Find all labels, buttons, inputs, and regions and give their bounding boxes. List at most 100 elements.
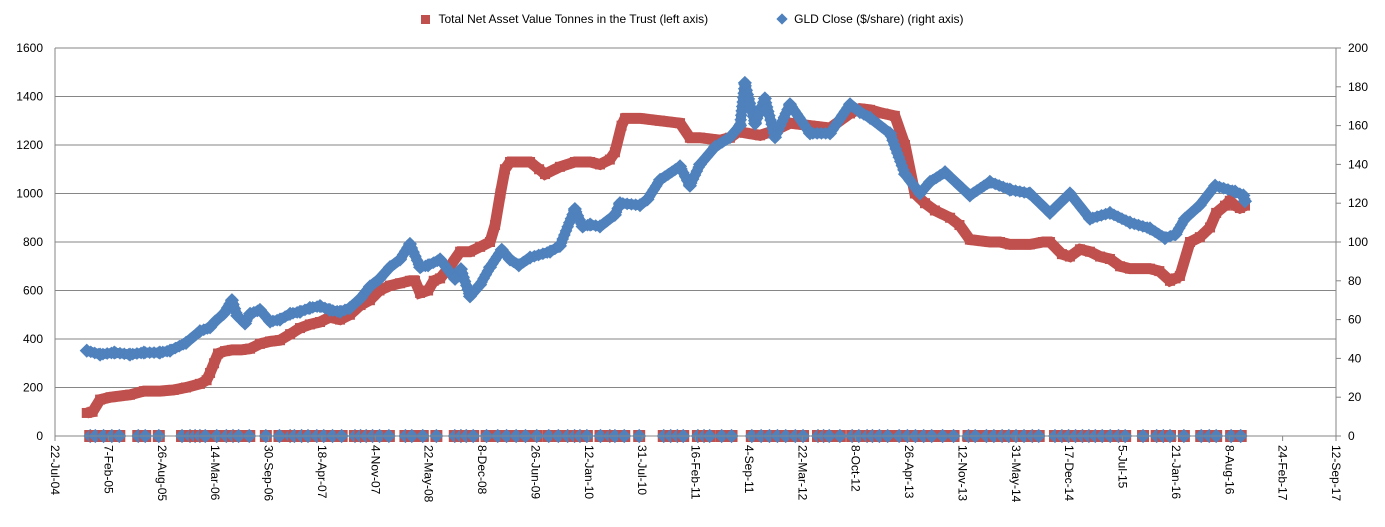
tonnes-point [1115,261,1126,272]
y-left-tick-label: 400 [23,332,43,346]
tonnes-point [845,108,856,119]
gld-point [737,75,752,90]
tonnes-point [245,343,256,354]
tonnes-point [254,338,265,349]
tonnes-point [945,212,956,223]
gld-point [583,217,598,232]
gld-point [923,174,938,189]
tonnes-point [920,198,931,209]
series-gld [79,75,1253,362]
x-tick-label: 22-Mar-12 [795,445,809,501]
gld-point [567,201,582,217]
gld-point [612,196,628,211]
x-tick-label: 22-May-08 [422,445,436,503]
gld-point [607,207,622,222]
tonnes-point [464,246,475,257]
y-left-tick-label: 800 [23,235,43,249]
tonnes-point [1224,195,1235,206]
tonnes-point [1084,246,1095,257]
x-tick-label: 26-Apr-13 [902,445,916,499]
gld-point [230,308,245,323]
tonnes-point [455,246,466,257]
gld-point [640,192,655,207]
tonnes-point [1064,251,1075,262]
legend-item-tonnes[interactable]: Total Net Asset Value Tonnes in the Trus… [421,12,708,26]
tonnes-point [585,156,596,167]
tonnes-point [1095,251,1106,262]
gld-point [136,345,151,360]
tonnes-point [865,104,876,115]
tonnes-point [1165,275,1176,286]
tonnes-point [889,110,900,121]
gld-point [263,314,278,329]
legend: Total Net Asset Value Tonnes in the Trus… [0,12,1385,26]
tonnes-point [609,147,620,158]
tonnes-point [594,159,605,170]
x-tick-label: 17-Dec-14 [1062,445,1076,501]
gld-point [372,271,387,286]
gld-point [79,343,94,358]
x-tick-label: 24-Feb-17 [1276,445,1290,501]
gld-point [421,258,436,273]
y-right-tick-label: 180 [1348,80,1368,94]
gld-point [552,238,567,253]
gld-point [362,279,377,294]
gld-point [842,97,858,112]
gld-point [1122,215,1138,230]
x-tick-label: 8-Aug-16 [1222,445,1236,495]
tonnes-point [505,156,516,167]
tonnes-point [124,389,135,400]
x-tick-label: 16-Feb-11 [689,445,703,500]
gld-point [342,300,357,316]
tonnes-point [634,113,645,124]
zero-value-markers [83,428,1248,444]
gld-point [522,250,538,265]
legend-label-gld: GLD Close ($/share) (right axis) [794,12,964,26]
y-left-tick-label: 1600 [16,41,43,55]
gld-point [1102,205,1118,220]
x-tick-label: 31-Jul-10 [635,445,649,495]
gld-point [1237,194,1253,209]
gridlines [55,47,1336,437]
tonnes-point [1004,239,1015,250]
gld-point [283,306,298,321]
gld-point [962,188,977,203]
tonnes-point [620,113,631,124]
tonnes-point [1194,232,1205,243]
gld-point [937,165,953,180]
tonnes-point [485,237,496,247]
square-marker-icon [421,14,431,24]
gld-point [511,258,526,273]
tonnes-point [324,312,335,323]
gld-point [912,186,928,201]
tonnes-point [201,375,212,386]
series-tonnes [81,102,1250,419]
gld-point [453,262,468,277]
legend-item-gld[interactable]: GLD Close ($/share) (right axis) [776,12,964,26]
y-left-tick-label: 1000 [16,187,43,201]
tonnes-point [364,295,375,306]
tonnes-point [138,386,149,397]
gld-point [592,219,608,234]
gld-point [747,116,763,131]
tonnes-point [205,367,216,378]
tonnes-point [495,188,506,199]
tonnes-point [878,108,889,119]
tonnes-point [1185,237,1196,247]
tonnes-point [395,278,406,289]
tonnes-point [423,285,434,296]
tonnes-point [315,317,326,328]
gld-point [392,252,408,267]
tonnes-point [274,335,285,346]
gld-point [672,159,688,174]
tonnes-point [534,164,545,175]
tonnes-point [209,358,220,369]
gld-point [822,126,838,141]
gld-point [542,244,558,259]
tonnes-point [285,329,296,340]
x-tick-label: 18-Apr-07 [315,445,329,499]
tonnes-point [87,406,98,417]
gld-point [652,172,668,187]
gld-point [462,289,478,304]
